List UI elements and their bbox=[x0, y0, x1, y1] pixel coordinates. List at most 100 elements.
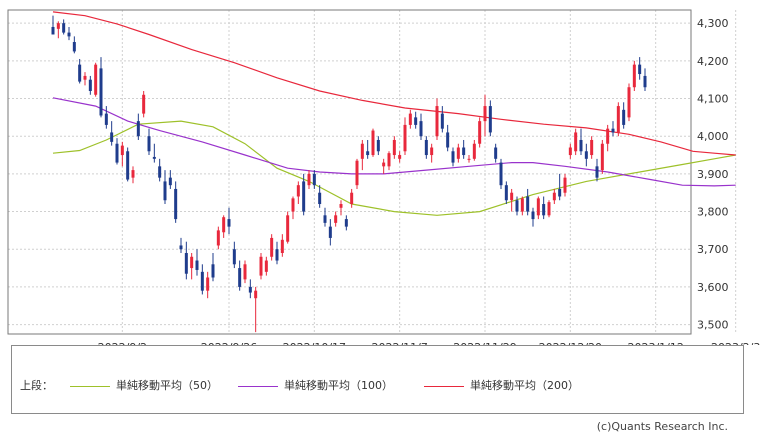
candle-body bbox=[104, 113, 108, 125]
candle-body bbox=[563, 177, 567, 193]
legend-swatch-sma100 bbox=[238, 386, 278, 387]
candle-body bbox=[376, 139, 380, 152]
candle-body bbox=[595, 166, 599, 178]
candle-body bbox=[216, 230, 220, 246]
candle-body bbox=[72, 42, 76, 52]
x-tick-label: 2022/10/17 bbox=[283, 341, 346, 345]
candle-body bbox=[499, 162, 503, 186]
candle-body bbox=[558, 188, 562, 197]
candle-body bbox=[600, 143, 604, 171]
legend-label-sma100: 単純移動平均（100） bbox=[284, 379, 393, 392]
candle-body bbox=[483, 106, 487, 122]
candle-body bbox=[56, 23, 60, 29]
candle-body bbox=[632, 64, 636, 88]
candle-body bbox=[168, 177, 172, 186]
candle-body bbox=[504, 185, 508, 201]
candle-body bbox=[67, 32, 71, 37]
legend-label-sma200: 単純移動平均（200） bbox=[470, 379, 579, 392]
candle-body bbox=[248, 286, 252, 293]
candle-body bbox=[606, 128, 610, 144]
candle-body bbox=[307, 173, 311, 186]
candle-body bbox=[488, 106, 492, 133]
candle-body bbox=[408, 113, 412, 125]
candle-body bbox=[238, 268, 242, 287]
candle-body bbox=[142, 94, 146, 114]
candle-body bbox=[360, 143, 364, 159]
y-tick-label: 4,100 bbox=[697, 93, 729, 106]
candle-body bbox=[163, 181, 167, 201]
candle-body bbox=[206, 277, 210, 291]
x-tick-label: 2022/11/29 bbox=[453, 341, 516, 345]
candle-body bbox=[318, 192, 322, 205]
y-tick-label: 3,500 bbox=[697, 319, 729, 332]
candle-body bbox=[344, 219, 348, 227]
candle-body bbox=[446, 132, 450, 148]
candle-body bbox=[515, 200, 519, 212]
legend-prefix: 上段： bbox=[20, 379, 53, 392]
x-tick-label: 2022/12/20 bbox=[539, 341, 602, 345]
candle-body bbox=[270, 237, 274, 257]
candle-body bbox=[387, 153, 391, 167]
y-tick-label: 3,600 bbox=[697, 281, 729, 294]
candle-body bbox=[211, 264, 215, 278]
y-tick-label: 3,700 bbox=[697, 243, 729, 256]
candle-body bbox=[179, 245, 183, 250]
candle-body bbox=[195, 260, 199, 270]
candle-body bbox=[328, 226, 332, 238]
copyright-text: (c)Quants Research Inc. bbox=[596, 420, 728, 433]
candle-body bbox=[286, 215, 290, 242]
candle-body bbox=[131, 170, 135, 178]
candle-body bbox=[547, 202, 551, 216]
candle-body bbox=[430, 147, 434, 156]
candle-body bbox=[590, 139, 594, 156]
candle-body bbox=[472, 143, 476, 159]
candle-body bbox=[222, 217, 226, 233]
candle-body bbox=[414, 117, 418, 125]
candle-body bbox=[456, 147, 460, 159]
candle-body bbox=[440, 113, 444, 129]
candle-body bbox=[312, 173, 316, 186]
candle-body bbox=[158, 166, 162, 178]
candle-body bbox=[126, 151, 130, 180]
candle-body bbox=[542, 204, 546, 216]
chart-legend: 上段： 単純移動平均（50） 単純移動平均（100） 単純移動平均（200） bbox=[11, 345, 744, 414]
candle-body bbox=[611, 128, 615, 133]
candle-body bbox=[467, 158, 471, 160]
candle-body bbox=[403, 124, 407, 152]
y-tick-label: 4,300 bbox=[697, 17, 729, 30]
candle-body bbox=[339, 204, 343, 208]
candle-body bbox=[83, 75, 87, 80]
candle-body bbox=[243, 264, 247, 280]
candle-body bbox=[520, 198, 524, 212]
sma-line-1 bbox=[52, 97, 736, 187]
candle-body bbox=[296, 185, 300, 197]
candle-body bbox=[264, 260, 268, 272]
candle-body bbox=[579, 139, 583, 152]
candle-body bbox=[110, 132, 114, 142]
x-tick-label: 2022/9/26 bbox=[201, 341, 257, 345]
candle-body bbox=[62, 23, 66, 33]
candle-body bbox=[638, 64, 642, 75]
candle-body bbox=[382, 162, 386, 167]
candle-body bbox=[51, 26, 55, 35]
candle-body bbox=[323, 215, 327, 223]
y-tick-label: 4,000 bbox=[697, 130, 729, 143]
candle-body bbox=[88, 79, 92, 91]
y-tick-label: 3,800 bbox=[697, 206, 729, 219]
candle-body bbox=[200, 271, 204, 291]
candle-body bbox=[232, 249, 236, 265]
candle-body bbox=[174, 188, 178, 220]
plot-area bbox=[8, 10, 691, 334]
legend-swatch-sma200 bbox=[424, 386, 464, 387]
legend-label-sma50: 単純移動平均（50） bbox=[116, 379, 218, 392]
sma-line-2 bbox=[52, 11, 736, 156]
x-tick-label: 2023/1/12 bbox=[627, 341, 683, 345]
candle-body bbox=[147, 136, 151, 152]
candle-body bbox=[526, 196, 530, 212]
candle-body bbox=[419, 121, 423, 137]
x-tick-label: 2022/11/7 bbox=[371, 341, 427, 345]
candle-body bbox=[190, 256, 194, 269]
candle-body bbox=[622, 109, 626, 125]
candle-body bbox=[275, 249, 279, 261]
candle-body bbox=[302, 181, 306, 212]
